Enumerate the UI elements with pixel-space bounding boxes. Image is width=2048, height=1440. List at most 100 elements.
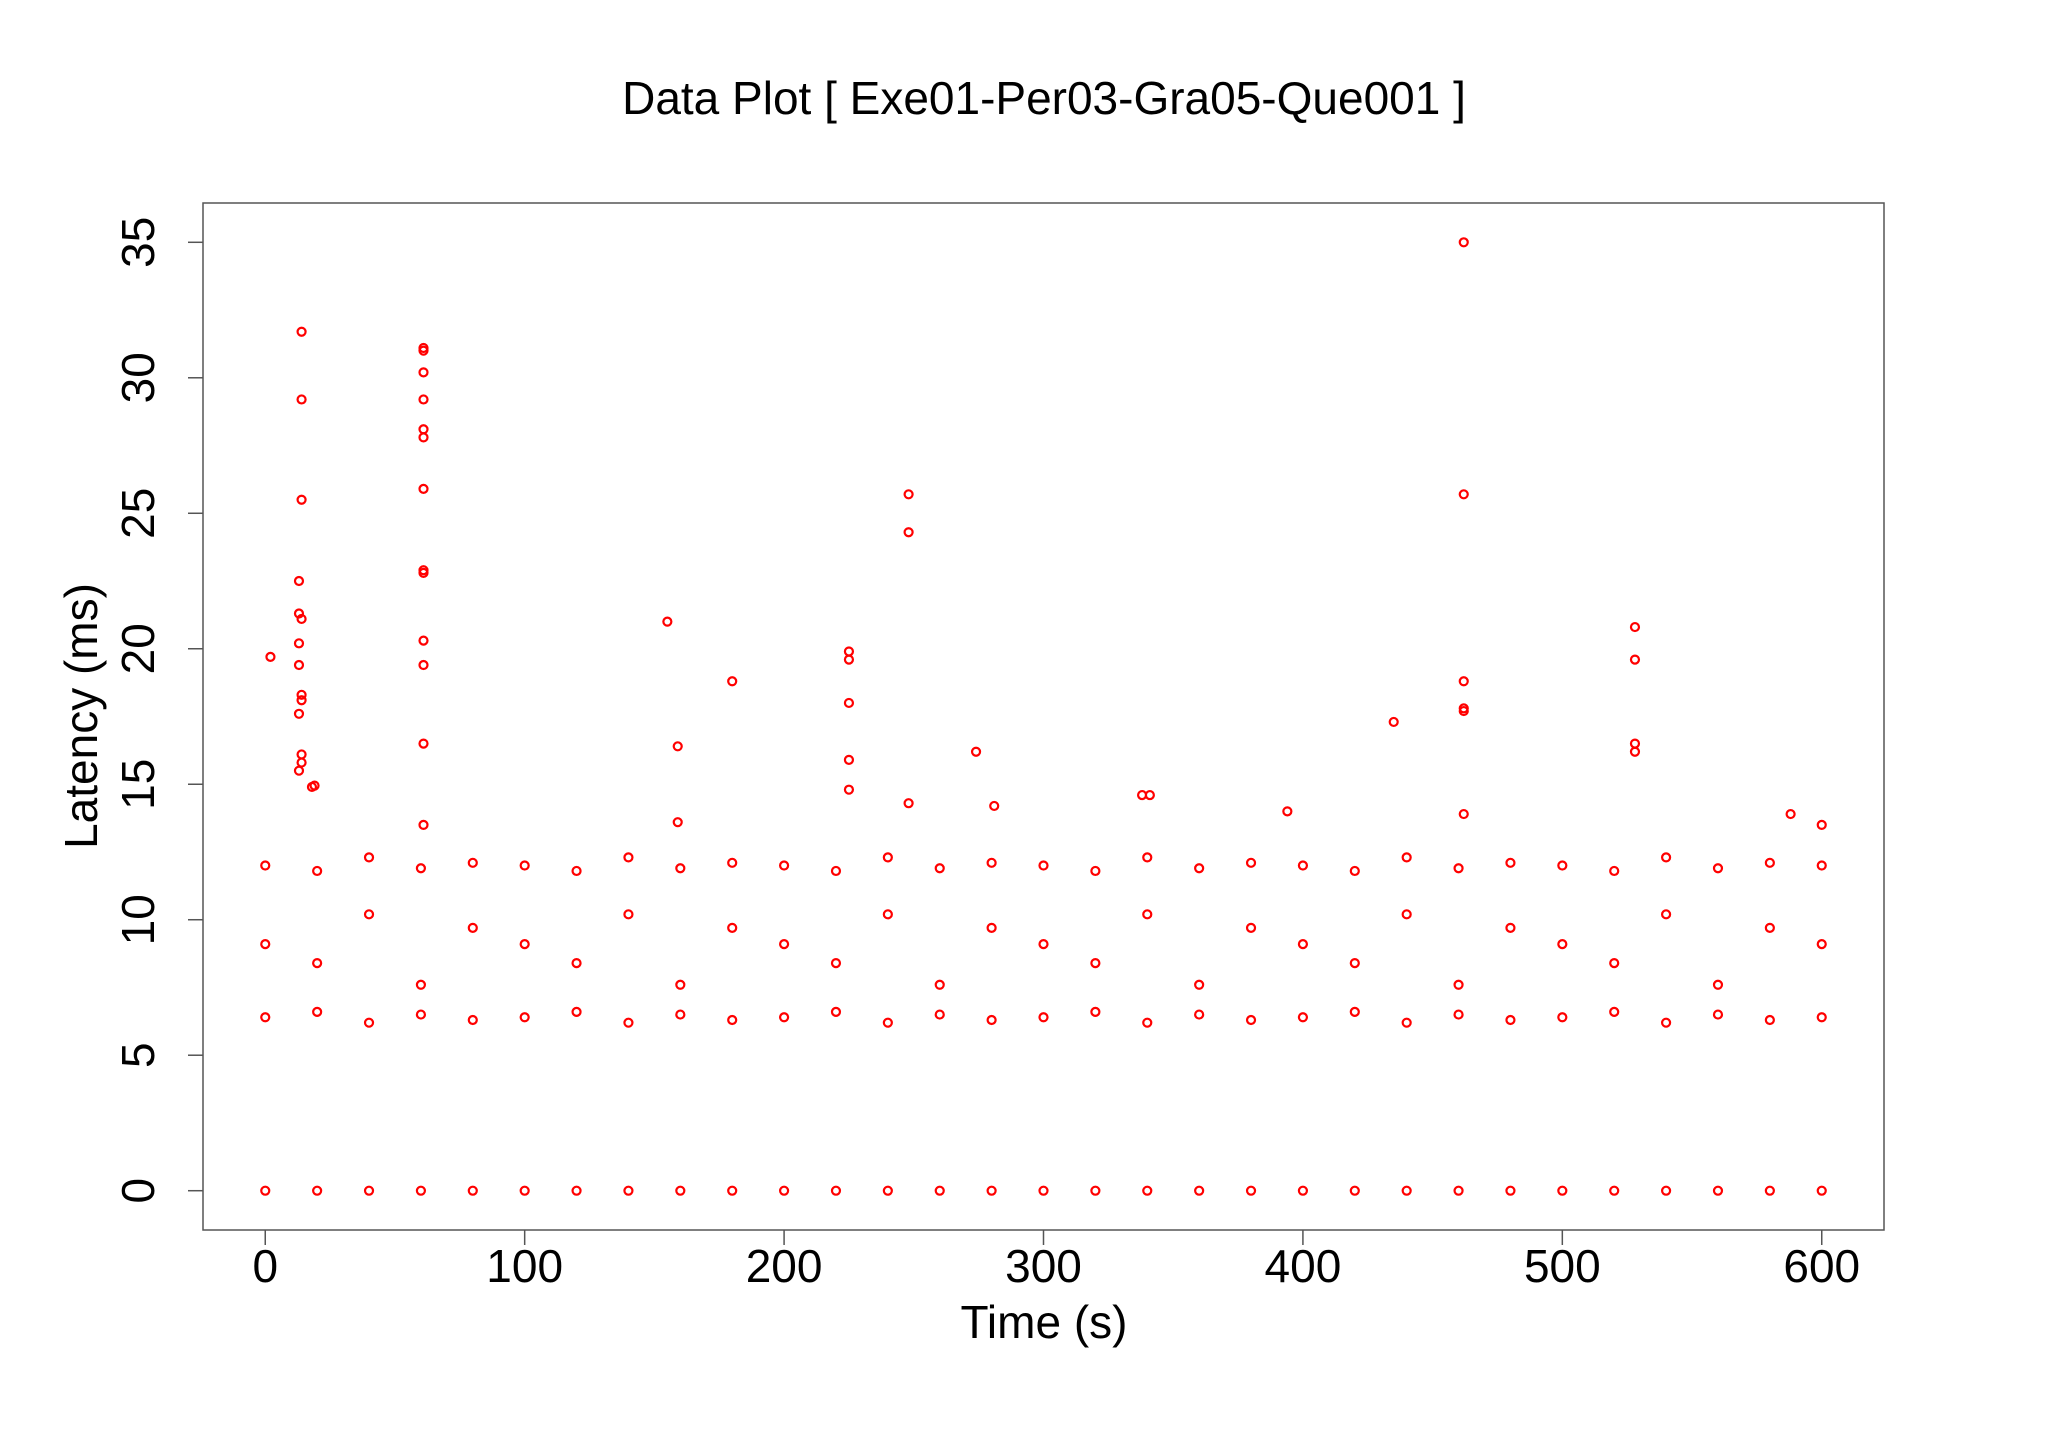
point [571, 1006, 582, 1017]
point [1194, 1185, 1205, 1196]
point [1764, 1014, 1775, 1026]
point [1349, 957, 1360, 969]
point [467, 922, 478, 933]
point [519, 1012, 530, 1023]
point [778, 939, 790, 950]
y-tick-label: 35 [112, 217, 164, 268]
point [1660, 1017, 1672, 1028]
y-tick-label: 30 [112, 352, 164, 403]
point [1505, 1014, 1516, 1026]
point [519, 1185, 530, 1196]
point [1401, 909, 1412, 920]
point [1401, 1185, 1412, 1196]
y-tick-label: 10 [112, 894, 164, 945]
point [1038, 860, 1049, 871]
point [1609, 1006, 1620, 1017]
point [418, 394, 429, 405]
point [830, 1006, 842, 1017]
point [260, 860, 271, 871]
point [1629, 738, 1641, 749]
point [418, 345, 429, 356]
x-tick-label: 0 [252, 1240, 278, 1292]
point [418, 659, 429, 671]
point [1090, 865, 1101, 877]
point [418, 738, 429, 749]
point [778, 1185, 790, 1196]
point [1505, 1185, 1516, 1196]
point [986, 1014, 997, 1026]
point [1349, 1185, 1360, 1196]
point [623, 1185, 634, 1196]
point [293, 659, 305, 671]
point [1388, 716, 1399, 728]
point [986, 922, 997, 933]
point [727, 1185, 738, 1196]
point [293, 608, 305, 619]
point [293, 708, 305, 719]
point [1453, 863, 1464, 874]
point [882, 1017, 893, 1028]
point [1297, 860, 1309, 871]
point [1458, 237, 1469, 248]
point [903, 798, 914, 809]
point [519, 860, 530, 871]
point [1557, 1185, 1568, 1196]
point [1453, 979, 1464, 990]
point [830, 1185, 842, 1196]
point [1090, 1006, 1101, 1017]
point [903, 527, 914, 538]
point [1816, 819, 1827, 830]
point [571, 957, 582, 969]
point [1458, 489, 1469, 500]
point [296, 757, 307, 768]
point [467, 1014, 478, 1026]
point [418, 567, 429, 578]
point [675, 863, 686, 874]
point [1453, 1185, 1464, 1196]
point [1297, 939, 1309, 950]
point [934, 1009, 945, 1020]
y-tick-label: 20 [112, 623, 164, 674]
point [830, 865, 842, 877]
point [296, 613, 307, 625]
point [260, 939, 271, 950]
point [1712, 1009, 1724, 1020]
point [415, 1009, 427, 1020]
point [1764, 1185, 1775, 1196]
point [260, 1185, 271, 1196]
point [1401, 852, 1412, 863]
point [296, 494, 307, 505]
point [1038, 1012, 1049, 1023]
point [1458, 808, 1469, 820]
point [1245, 922, 1257, 933]
point [1297, 1185, 1309, 1196]
point [1245, 857, 1257, 868]
y-axis-label: Latency (ms) [55, 583, 107, 849]
x-tick-label: 500 [1524, 1240, 1601, 1292]
point [312, 1006, 323, 1017]
x-tick-label: 400 [1265, 1240, 1342, 1292]
point [418, 367, 429, 378]
y-tick-label: 0 [112, 1178, 164, 1204]
point [418, 819, 429, 830]
point [843, 654, 855, 665]
point [1609, 957, 1620, 969]
point [1458, 676, 1469, 687]
point [1245, 1014, 1257, 1026]
point [1142, 1017, 1153, 1028]
point [418, 635, 429, 646]
point [1142, 852, 1153, 863]
point [1245, 1185, 1257, 1196]
point [778, 1012, 790, 1023]
point [843, 754, 855, 765]
point [662, 616, 673, 627]
point [265, 651, 276, 662]
point [1142, 909, 1153, 920]
point [882, 852, 893, 863]
point [1660, 1185, 1672, 1196]
point [989, 800, 1000, 812]
point [1557, 939, 1568, 950]
point [1712, 1185, 1724, 1196]
point [363, 909, 375, 920]
